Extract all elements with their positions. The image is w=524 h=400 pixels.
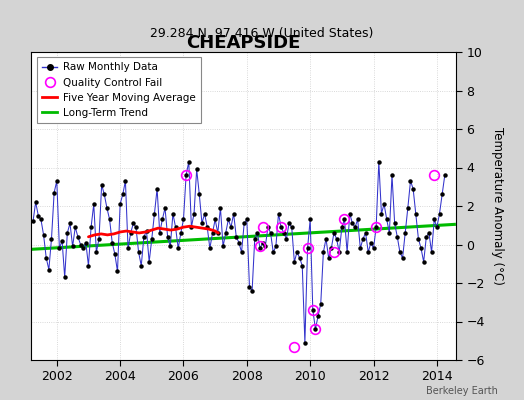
- Text: 29.284 N, 97.416 W (United States): 29.284 N, 97.416 W (United States): [150, 28, 374, 40]
- Legend: Raw Monthly Data, Quality Control Fail, Five Year Moving Average, Long-Term Tren: Raw Monthly Data, Quality Control Fail, …: [37, 57, 201, 123]
- Text: Berkeley Earth: Berkeley Earth: [426, 386, 498, 396]
- Title: CHEAPSIDE: CHEAPSIDE: [187, 34, 301, 52]
- Y-axis label: Temperature Anomaly (°C): Temperature Anomaly (°C): [491, 127, 504, 285]
